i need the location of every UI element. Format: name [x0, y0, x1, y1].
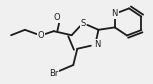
- Text: O: O: [37, 31, 44, 40]
- Text: Br: Br: [49, 69, 58, 78]
- Text: N: N: [94, 40, 100, 49]
- Text: O: O: [53, 13, 60, 22]
- Text: S: S: [80, 19, 86, 28]
- Text: N: N: [112, 9, 118, 18]
